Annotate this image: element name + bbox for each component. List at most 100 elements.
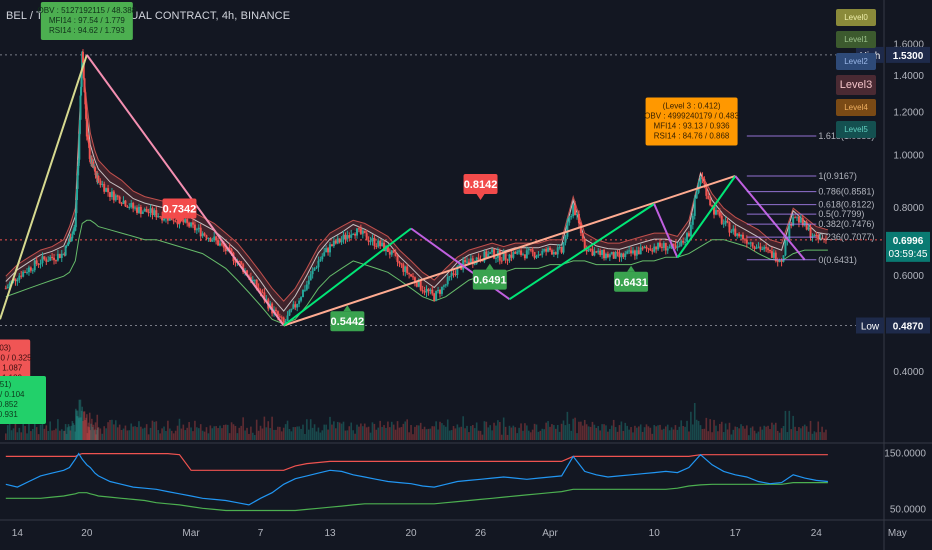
candle-body [423,291,426,293]
volume-bar [101,433,104,440]
volume-bar [695,419,698,440]
candle-body [132,203,135,209]
volume-bar [155,421,158,440]
candle-body [653,246,656,252]
volume-bar [323,424,326,440]
volume-bar [352,430,354,440]
candle-body [527,249,530,251]
volume-bar [784,410,787,440]
candle-body [238,261,241,263]
volume-bar [170,430,173,440]
volume-bar [22,422,24,440]
volume-bar [566,411,569,440]
volume-bar [201,430,204,440]
volume-bar [288,428,291,440]
candle-body [562,242,565,253]
candle-body [149,208,152,213]
volume-bar [122,428,125,440]
volume-bar [78,399,81,440]
candle-body [574,204,577,215]
volume-bar [350,422,353,440]
volume-bar [149,427,152,440]
candle-body [624,253,627,258]
candle-body [552,252,555,255]
candle-body [633,250,636,256]
candle-body [161,216,164,221]
candle-body [471,258,474,264]
candle-body [392,250,395,253]
volume-bar [79,399,82,440]
candle-body [655,246,658,250]
volume-bar [82,421,84,440]
volume-bar [128,430,131,440]
candle-body [753,246,756,249]
volume-bar [8,423,11,440]
candle-body [741,234,744,240]
volume-bar [410,425,412,440]
volume-bar [246,427,248,440]
volume-bar [234,425,237,440]
volume-bar [238,427,241,440]
legend-item[interactable]: Level3 [836,75,876,95]
zigzag-line [653,203,679,258]
volume-bar [823,432,825,440]
volume-bar [26,433,28,440]
candle-body [560,247,563,253]
pivot-value: 0.8142 [464,179,498,191]
candle-body [217,240,220,246]
zigzag-line [283,227,412,327]
volume-bar [543,429,546,440]
candle-body [105,188,108,192]
candle-body [543,248,546,251]
volume-bar [412,434,414,440]
volume-bar [244,430,246,440]
candle-body [246,270,249,276]
volume-bar [49,421,51,440]
candle-body [408,273,411,275]
legend-item[interactable]: Level5 [836,121,876,138]
candle-body [361,230,364,234]
legend-item[interactable]: Level0 [836,9,876,26]
volume-bar [464,428,466,440]
candle-body [97,176,100,181]
candle-body [186,219,189,223]
candle-body [145,209,148,213]
volume-bar [726,429,729,440]
volume-bar [165,430,167,440]
fib-label: 0.382(0.7476) [818,219,874,229]
volume-bar [371,422,374,440]
candle-body [70,238,73,242]
volume-bar [194,420,196,440]
candle-body [674,245,677,248]
volume-bar [527,430,530,440]
volume-bar [456,424,459,440]
volume-bar [776,430,779,440]
candle-body [128,207,131,209]
candle-body [157,216,160,218]
x-tick-label: 26 [475,528,487,539]
volume-bar [74,431,77,440]
volume-bar [522,430,524,440]
volume-bar [248,433,250,440]
volume-bar [497,420,499,440]
legend-item[interactable]: Level1 [836,31,876,48]
candle-body [209,237,212,242]
candle-body [415,282,418,287]
legend-item[interactable]: Level2 [836,53,876,70]
legend-item[interactable]: Level4 [836,99,876,116]
volume-bar [692,424,694,440]
candle-body [120,203,123,205]
volume-bar [655,426,657,440]
volume-bar [734,426,737,440]
candle-body [79,95,82,120]
volume-bar [439,421,441,440]
candle-body [112,191,115,201]
volume-bar [348,426,351,440]
candle-body [141,211,144,214]
candle-body [657,242,660,250]
pivot-value: 0.7342 [163,203,197,215]
candle-body [136,207,139,213]
